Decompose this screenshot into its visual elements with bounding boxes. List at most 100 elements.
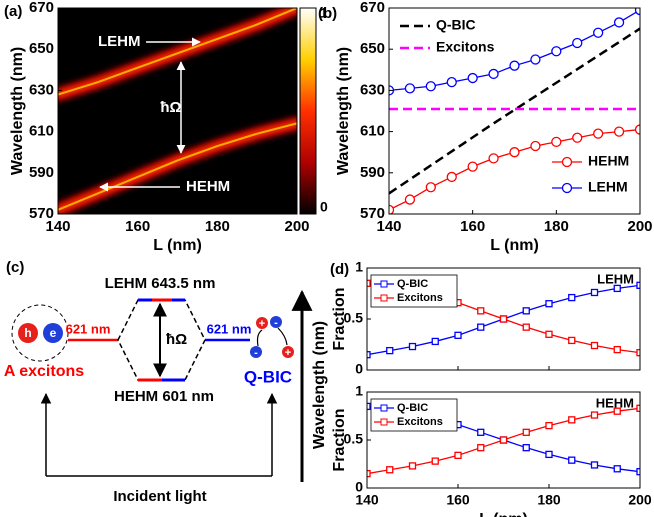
y-tick-label: 570 [360, 205, 385, 222]
marker [594, 129, 603, 138]
legend-label: Excitons [397, 292, 443, 304]
marker [592, 412, 598, 418]
exciton-energy: 621 nm [66, 321, 111, 336]
x-tick-label: 180 [544, 218, 569, 235]
legend-label: Excitons [397, 416, 443, 428]
marker [569, 417, 575, 423]
marker [489, 154, 498, 163]
legend-marker [381, 295, 387, 301]
legend-marker [381, 405, 387, 411]
legend-marker [381, 281, 387, 287]
y-tick-label: 670 [29, 0, 54, 16]
marker [455, 452, 461, 458]
marker [552, 47, 561, 56]
y-tick-label: 610 [29, 123, 54, 140]
marker [546, 451, 552, 457]
marker [523, 308, 529, 314]
marker [510, 61, 519, 70]
marker [523, 429, 529, 435]
marker [531, 55, 540, 64]
marker [546, 331, 552, 337]
marker [501, 316, 507, 322]
annotation: HEHM [186, 178, 230, 195]
x-tick-label: 200 [284, 218, 309, 235]
hole-label: h [24, 326, 31, 340]
x-tick-label: 160 [446, 492, 470, 508]
qbic-label: Q-BIC [244, 367, 292, 386]
panel-label: (a) [4, 3, 22, 20]
y-axis-label: Fraction [331, 287, 348, 350]
marker [387, 467, 393, 473]
y-tick-label: 650 [29, 40, 54, 57]
marker [546, 301, 552, 307]
qbic-energy: 621 nm [207, 321, 252, 336]
legend-label: HEHM [588, 153, 629, 169]
marker [478, 308, 484, 314]
legend-label: Q-BIC [397, 402, 428, 414]
y-tick-label: 670 [360, 0, 385, 16]
marker [489, 69, 498, 78]
marker [523, 445, 529, 451]
marker [405, 195, 414, 204]
legend-marker [563, 158, 572, 167]
marker [426, 82, 435, 91]
marker [468, 74, 477, 83]
colorbar-tick-label: 0 [320, 199, 328, 215]
x-tick-label: 160 [460, 218, 485, 235]
series-line [389, 130, 640, 210]
legend-marker [381, 419, 387, 425]
marker [478, 429, 484, 435]
x-tick-label: 200 [627, 218, 652, 235]
marker [432, 458, 438, 464]
marker [573, 133, 582, 142]
x-tick-label: 180 [205, 218, 230, 235]
y-tick-label: 1 [355, 383, 363, 399]
marker [615, 127, 624, 136]
panel-label: (c) [6, 259, 24, 276]
y-tick-label: 1 [355, 259, 363, 275]
marker [569, 337, 575, 343]
charge-arrows [258, 328, 288, 346]
marker [592, 462, 598, 468]
marker [468, 162, 477, 171]
lower-mode: HEHM 601 nm [114, 388, 214, 405]
y-tick-label: 650 [360, 40, 385, 57]
marker [410, 344, 416, 350]
marker [523, 324, 529, 330]
upper-mode: LEHM 643.5 nm [105, 275, 216, 292]
diagram: (c) h e A excitons 621 nm LEHM 643.5 nm … [4, 259, 328, 505]
marker [426, 183, 435, 192]
marker [455, 332, 461, 338]
electron-label: e [50, 326, 57, 340]
y-tick-label: 610 [360, 123, 385, 140]
figure: (c) h e A excitons 621 nm LEHM 643.5 nm … [0, 0, 654, 517]
x-tick-label: 200 [628, 492, 652, 508]
legend-label: Q-BIC [397, 278, 428, 290]
legend-label: LEHM [588, 179, 628, 195]
marker [510, 148, 519, 157]
x-axis-label: L (nm) [479, 511, 528, 517]
x-axis-label: L (nm) [153, 237, 202, 254]
splitting-label: ħΩ [166, 331, 187, 348]
marker [410, 463, 416, 469]
colorbar [300, 8, 316, 214]
charge-label: - [274, 317, 278, 329]
legend-label: Excitons [436, 39, 495, 55]
y-axis-label: Wavelength (nm) [335, 47, 352, 175]
legend-marker [563, 184, 572, 193]
exciton-label: A excitons [4, 363, 84, 380]
marker [478, 324, 484, 330]
marker [569, 295, 575, 301]
x-tick-label: 160 [125, 218, 150, 235]
marker [447, 172, 456, 181]
panel-title: HEHM [596, 395, 634, 410]
marker [447, 78, 456, 87]
x-tick-label: 180 [537, 492, 561, 508]
marker [531, 142, 540, 151]
wavelength-axis-label: Wavelength (nm) [311, 321, 328, 449]
legend-label: Q-BIC [436, 17, 476, 33]
panel-label: (d) [330, 261, 349, 278]
marker [573, 39, 582, 48]
marker [614, 347, 620, 353]
marker [592, 289, 598, 295]
